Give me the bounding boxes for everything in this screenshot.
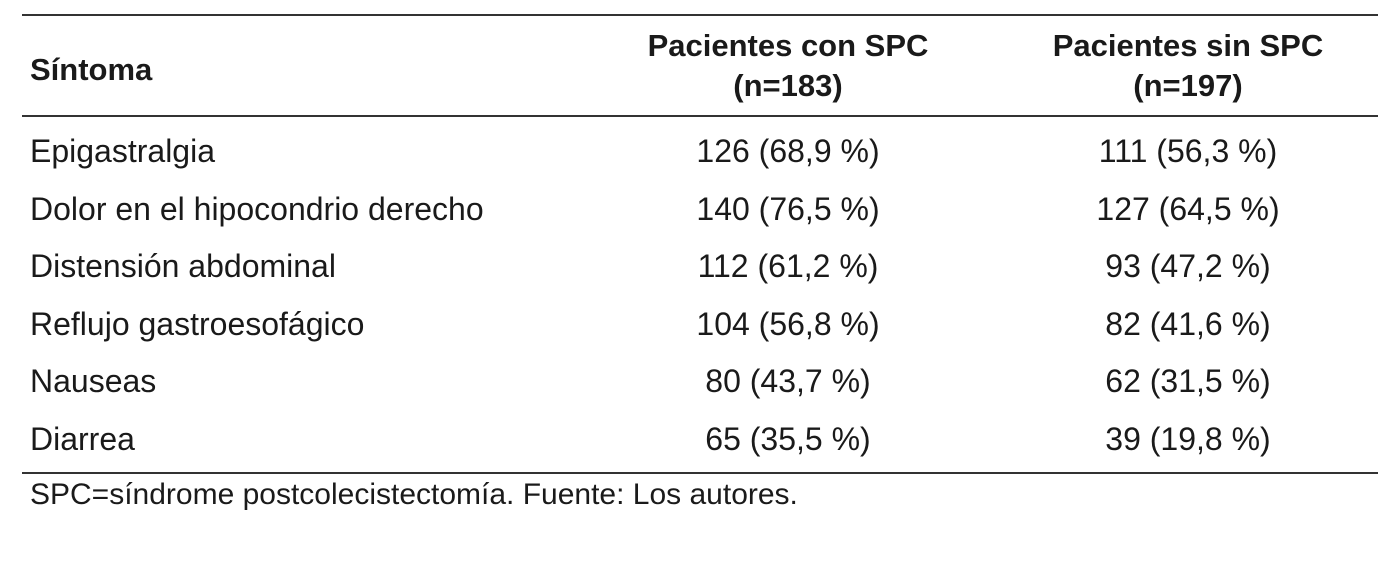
table-row: Dolor en el hipocondrio derecho 140 (76,… bbox=[22, 181, 1378, 239]
symptoms-table: Síntoma Pacientes con SPC (n=183) Pacien… bbox=[22, 14, 1378, 474]
cell-without-spc: 93 (47,2 %) bbox=[1105, 248, 1271, 285]
cell-without-spc: 62 (31,5 %) bbox=[1105, 363, 1271, 400]
table-row: Epigastralgia 126 (68,9 %) 111 (56,3 %) bbox=[22, 123, 1378, 181]
table-header-rule bbox=[22, 115, 1378, 117]
header-with-spc-title: Pacientes con SPC bbox=[647, 27, 929, 63]
cell-without-spc: 39 (19,8 %) bbox=[1105, 420, 1271, 457]
table-top-rule bbox=[22, 14, 1378, 16]
header-symptom: Síntoma bbox=[30, 51, 153, 87]
table-footnote: SPC=síndrome postcolecistectomía. Fuente… bbox=[30, 478, 798, 511]
table-header-row: Síntoma Pacientes con SPC (n=183) Pacien… bbox=[22, 16, 1378, 115]
header-without-spc-title: Pacientes sin SPC bbox=[1052, 27, 1324, 63]
cell-without-spc: 82 (41,6 %) bbox=[1105, 305, 1271, 342]
cell-symptom: Epigastralgia bbox=[30, 133, 215, 170]
header-with-spc-n: (n=183) bbox=[733, 67, 843, 103]
table-row: Distensión abdominal 112 (61,2 %) 93 (47… bbox=[22, 238, 1378, 296]
cell-without-spc: 111 (56,3 %) bbox=[1098, 133, 1278, 170]
header-with-spc: Pacientes con SPC (n=183) bbox=[578, 26, 998, 106]
cell-symptom: Dolor en el hipocondrio derecho bbox=[30, 190, 484, 227]
cell-symptom: Diarrea bbox=[30, 420, 135, 457]
header-without-spc-n: (n=197) bbox=[1133, 67, 1243, 103]
cell-with-spc: 112 (61,2 %) bbox=[697, 248, 879, 285]
cell-with-spc: 65 (35,5 %) bbox=[705, 420, 871, 457]
table-body: Epigastralgia 126 (68,9 %) 111 (56,3 %) … bbox=[22, 117, 1378, 472]
cell-with-spc: 126 (68,9 %) bbox=[696, 133, 880, 170]
table-row: Nauseas 80 (43,7 %) 62 (31,5 %) bbox=[22, 353, 1378, 411]
cell-with-spc: 80 (43,7 %) bbox=[705, 363, 871, 400]
table-row: Reflujo gastroesofágico 104 (56,8 %) 82 … bbox=[22, 296, 1378, 354]
header-without-spc: Pacientes sin SPC (n=197) bbox=[998, 26, 1378, 106]
cell-symptom: Nauseas bbox=[30, 363, 157, 400]
cell-with-spc: 140 (76,5 %) bbox=[696, 190, 880, 227]
cell-with-spc: 104 (56,8 %) bbox=[696, 305, 880, 342]
table-row: Diarrea 65 (35,5 %) 39 (19,8 %) bbox=[22, 411, 1378, 469]
cell-symptom: Distensión abdominal bbox=[30, 248, 336, 285]
cell-symptom: Reflujo gastroesofágico bbox=[30, 305, 365, 342]
cell-without-spc: 127 (64,5 %) bbox=[1096, 190, 1280, 227]
table-bottom-rule bbox=[22, 472, 1378, 474]
